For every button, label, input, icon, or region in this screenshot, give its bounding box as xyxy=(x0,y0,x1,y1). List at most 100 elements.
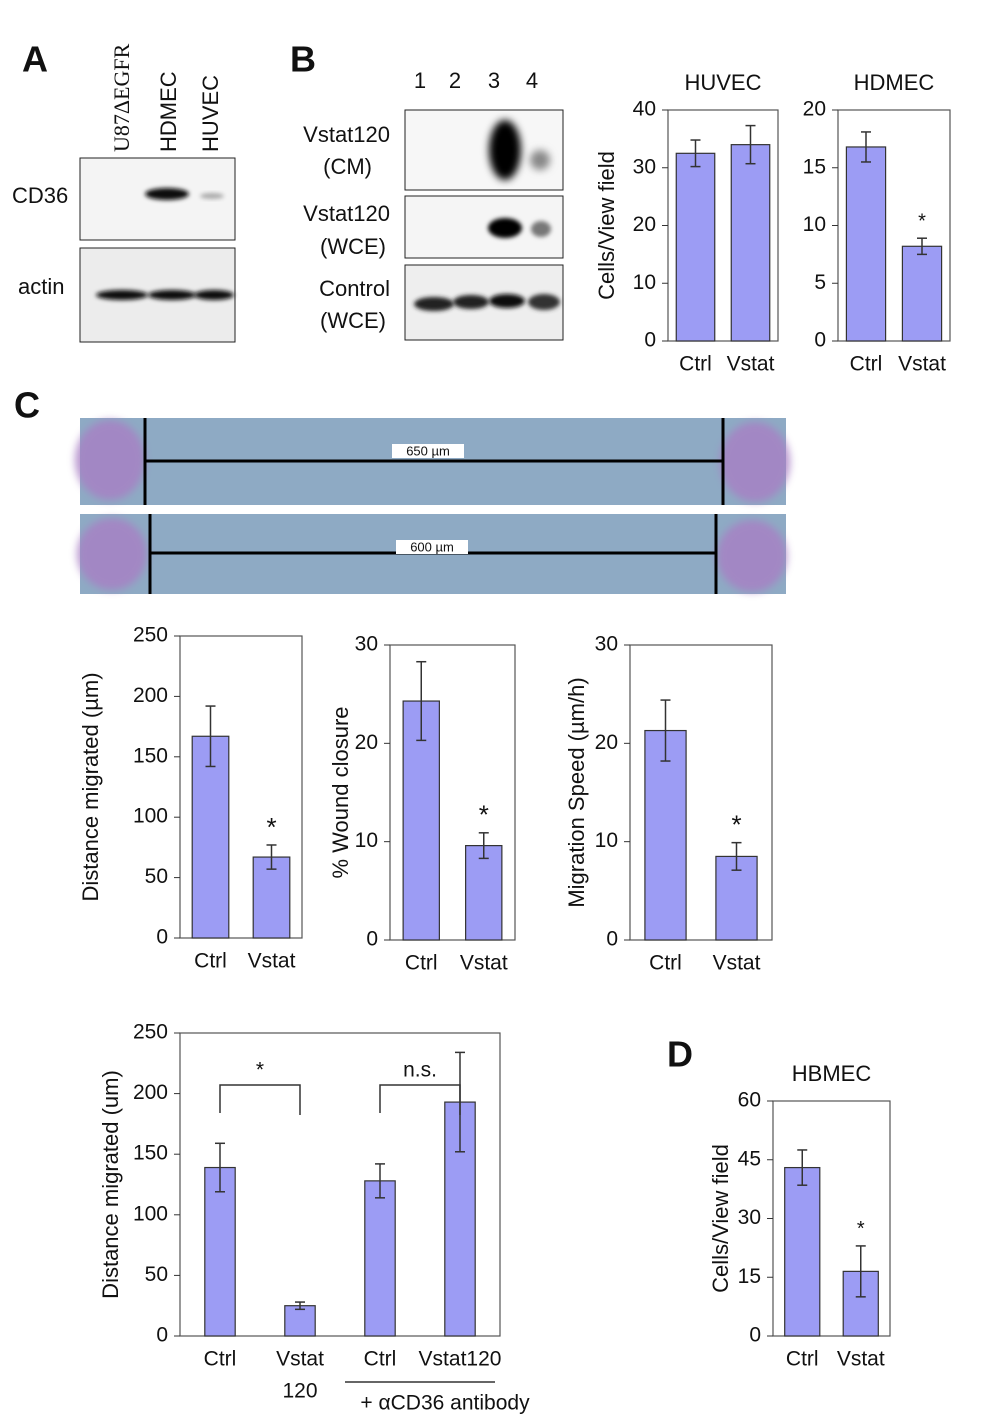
y-tick-label: 45 xyxy=(738,1147,761,1170)
y-tick-label: 250 xyxy=(133,624,168,647)
bar xyxy=(644,729,687,941)
y-axis-label: Migration Speed (µm/h) xyxy=(564,677,589,907)
plot-frame xyxy=(629,644,773,941)
y-tick-label: 15 xyxy=(803,155,826,178)
y-tick-label: 5 xyxy=(814,271,826,294)
bracket-label: n.s. xyxy=(403,1059,437,1082)
x-tick-label: Ctrl xyxy=(649,952,682,975)
y-tick-label: 150 xyxy=(133,744,168,767)
y-tick-label: 50 xyxy=(145,1263,168,1286)
row-label: Vstat120 xyxy=(303,122,390,147)
bar xyxy=(730,144,771,342)
band xyxy=(530,150,550,170)
x-tick-label: Vstat xyxy=(837,1348,885,1371)
error-bar xyxy=(731,841,742,871)
y-tick-label: 250 xyxy=(133,1021,168,1044)
y-tick-label: 0 xyxy=(644,329,656,352)
band xyxy=(96,290,148,300)
x-tick-label: Ctrl xyxy=(850,353,883,376)
plot-frame xyxy=(179,635,303,939)
band xyxy=(200,193,224,199)
error-bar xyxy=(478,832,489,860)
bar xyxy=(204,1166,236,1337)
bar xyxy=(845,146,887,342)
band xyxy=(489,120,521,180)
x-tick-label: Ctrl xyxy=(405,952,438,975)
chart-title: HDMEC xyxy=(854,70,935,95)
y-tick-label: 50 xyxy=(145,865,168,888)
y-tick-label: 10 xyxy=(633,271,656,294)
y-tick-label: 20 xyxy=(803,98,826,121)
bracket-label: * xyxy=(256,1059,264,1082)
row-label: actin xyxy=(18,274,64,299)
lane-label: 3 xyxy=(488,68,500,93)
y-tick-label: 30 xyxy=(633,155,656,178)
panel-label: B xyxy=(290,39,316,80)
error-bar xyxy=(745,124,756,165)
error-bar xyxy=(660,699,671,762)
row-label: (WCE) xyxy=(320,308,386,333)
error-bar xyxy=(416,660,427,742)
y-tick-label: 15 xyxy=(738,1265,761,1288)
band xyxy=(145,188,189,200)
x-tick-label: Vstat xyxy=(713,952,761,975)
lane-label: HUVEC xyxy=(198,75,223,152)
error-bar xyxy=(855,1245,866,1298)
x-tick-label: Ctrl xyxy=(679,353,712,376)
x-tick-label: Vstat xyxy=(898,353,946,376)
significance-marker: * xyxy=(857,1218,865,1240)
bar xyxy=(191,735,230,939)
error-bar xyxy=(205,705,216,768)
bar xyxy=(284,1305,316,1337)
significance-marker: * xyxy=(918,210,926,232)
y-tick-label: 20 xyxy=(595,731,618,754)
row-label: (WCE) xyxy=(320,234,386,259)
bracket xyxy=(379,1084,461,1115)
bar xyxy=(901,245,943,342)
y-tick-label: 20 xyxy=(633,213,656,236)
x-tick-label: 120 xyxy=(282,1380,317,1403)
y-tick-label: 0 xyxy=(156,926,168,949)
band xyxy=(528,294,560,310)
scale-label: 600 µm xyxy=(410,539,454,554)
y-tick-label: 150 xyxy=(133,1142,168,1165)
chart-title: HBMEC xyxy=(792,1061,872,1086)
panel-label: A xyxy=(22,39,48,80)
x-tick-label: Ctrl xyxy=(204,1348,237,1371)
group-label: + αCD36 antibody xyxy=(360,1392,530,1415)
x-tick-label: Vstat xyxy=(727,353,775,376)
y-axis-label: Cells/View field xyxy=(594,151,619,300)
y-tick-label: 10 xyxy=(595,829,618,852)
y-tick-label: 40 xyxy=(633,98,656,121)
y-tick-label: 0 xyxy=(749,1324,761,1347)
y-tick-label: 0 xyxy=(606,928,618,951)
micrograph: 650 µm xyxy=(75,418,790,505)
error-bar xyxy=(917,237,927,256)
band xyxy=(194,290,234,300)
significance-marker: * xyxy=(731,810,741,840)
y-tick-label: 200 xyxy=(133,1081,168,1104)
error-bar xyxy=(861,131,871,163)
y-tick-label: 20 xyxy=(355,731,378,754)
x-tick-label: Vstat xyxy=(248,950,296,973)
significance-marker: * xyxy=(266,812,276,842)
error-bar xyxy=(690,139,701,168)
band xyxy=(148,290,196,300)
y-tick-label: 10 xyxy=(355,829,378,852)
error-bar xyxy=(215,1142,225,1193)
y-tick-label: 30 xyxy=(595,633,618,656)
chart-title: HUVEC xyxy=(684,70,761,95)
y-tick-label: 0 xyxy=(366,928,378,951)
bar xyxy=(784,1166,821,1337)
lane-label: 2 xyxy=(449,68,461,93)
y-tick-label: 200 xyxy=(133,684,168,707)
bar xyxy=(252,856,291,939)
y-tick-label: 0 xyxy=(814,329,826,352)
x-tick-label: Ctrl xyxy=(194,950,227,973)
blot xyxy=(404,109,564,191)
bar xyxy=(465,844,503,941)
lane-label: 4 xyxy=(526,68,538,93)
band xyxy=(488,218,522,238)
